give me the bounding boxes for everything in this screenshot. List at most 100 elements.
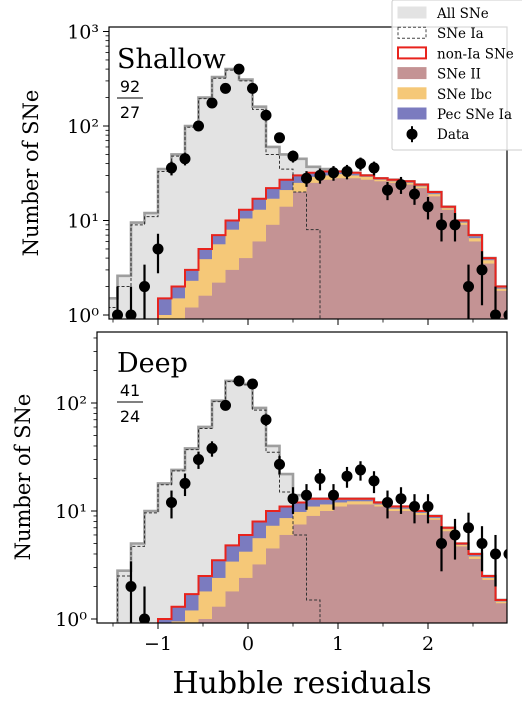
shallow-snii-bar bbox=[360, 179, 375, 319]
deep-data-point bbox=[355, 464, 366, 476]
deep-pec-snia-bar bbox=[158, 619, 172, 623]
shallow-snii-bar bbox=[401, 184, 415, 319]
deep-snia-outline bbox=[117, 381, 321, 623]
shallow-snii-bar bbox=[225, 269, 240, 319]
shallow-data-point bbox=[476, 264, 488, 276]
deep-axes-frame bbox=[96, 331, 508, 624]
deep-data-point bbox=[395, 493, 407, 505]
legend-all-sne-label: All SNe bbox=[436, 6, 489, 22]
shallow-snibc-bar bbox=[158, 315, 172, 319]
deep-y-tick-label: 10¹ bbox=[55, 501, 87, 523]
deep-data-point bbox=[368, 475, 380, 487]
shallow-data-point bbox=[490, 309, 501, 319]
x-axis-label: Hubble residuals bbox=[172, 666, 431, 701]
deep-data-point bbox=[463, 522, 474, 534]
shallow-data-point bbox=[220, 82, 231, 94]
deep-data-point bbox=[125, 580, 137, 592]
deep-data-point bbox=[436, 538, 447, 550]
shallow-data-point bbox=[112, 309, 123, 319]
shallow-data-point bbox=[287, 150, 299, 162]
deep-all-sne-bar bbox=[104, 624, 118, 643]
shallow-snii-bar bbox=[428, 196, 442, 319]
deep-data-point bbox=[179, 477, 191, 489]
deep-data-point bbox=[341, 470, 353, 482]
deep-data-point bbox=[139, 613, 150, 623]
deep-y-axis-label: Number of SNe bbox=[11, 394, 35, 561]
shallow-data-point bbox=[233, 63, 245, 75]
legend-non-ia-sne-swatch bbox=[397, 46, 427, 60]
shallow-data-point bbox=[395, 179, 407, 191]
shallow-data-point bbox=[125, 309, 137, 319]
legend-sne-ii-label: SNe II bbox=[437, 67, 481, 83]
deep-all-sne-bar bbox=[185, 448, 199, 623]
deep-snii-bar bbox=[441, 531, 456, 623]
deep-all-sne-bar bbox=[144, 511, 159, 623]
shallow-snii-bar bbox=[482, 263, 496, 319]
deep-snii-bar bbox=[468, 558, 483, 623]
shallow-data-point bbox=[422, 201, 434, 213]
shallow-plot-marks bbox=[109, 63, 507, 339]
deep-snii-bar bbox=[347, 504, 361, 623]
deep-data-point bbox=[287, 493, 299, 505]
shallow-snii-bar bbox=[158, 336, 172, 339]
shallow-data-point bbox=[463, 281, 474, 293]
shallow-data-point bbox=[152, 243, 164, 255]
deep-data-point bbox=[382, 496, 393, 508]
deep-all-sne-bar bbox=[158, 483, 172, 623]
shallow-snii-bar bbox=[414, 188, 429, 319]
shallow-fraction: 92 27 bbox=[117, 77, 143, 122]
shallow-all-sne-bar bbox=[158, 169, 172, 319]
deep-data-point bbox=[233, 375, 245, 387]
panel-shallow: 10⁰ 10¹ 10² 10³ Shallow 92 27 Number of SNe bbox=[19, 22, 508, 339]
shallow-y-tick-label: 10³ bbox=[67, 22, 99, 44]
shallow-pec-snia-bar bbox=[158, 298, 172, 319]
shallow-snii-bar bbox=[387, 182, 402, 319]
legend-sne-ia-label: SNe Ia bbox=[437, 26, 484, 42]
legend-pec-sne-ia-label: Pec SNe Ia bbox=[437, 107, 512, 123]
shallow-clipped-marks bbox=[109, 63, 507, 339]
shallow-axes-frame bbox=[108, 26, 508, 320]
shallow-all-sne-bar bbox=[109, 298, 118, 319]
deep-data-point bbox=[301, 489, 312, 501]
shallow-data-point bbox=[206, 97, 218, 109]
deep-snii-bar bbox=[225, 591, 240, 623]
shallow-data-point bbox=[328, 167, 339, 179]
legend-data-label: Data bbox=[437, 127, 469, 143]
shallow-data-point bbox=[247, 82, 258, 94]
shallow-data-point bbox=[382, 184, 393, 196]
shallow-data-point bbox=[368, 162, 380, 174]
deep-snii-bar bbox=[428, 519, 442, 623]
shallow-data-point bbox=[260, 109, 272, 121]
deep-y-tick-label: 10² bbox=[55, 393, 87, 415]
shallow-data-point bbox=[193, 120, 204, 132]
legend-sne-ibc-label: SNe Ibc bbox=[437, 87, 492, 103]
deep-snii-bar bbox=[320, 511, 334, 623]
legend-non-ia-sne-label: non-Ia SNe bbox=[437, 46, 514, 62]
deep-data-point bbox=[503, 548, 507, 560]
shallow-all-sne-bar bbox=[171, 154, 186, 319]
deep-snii-bar bbox=[252, 564, 267, 623]
shallow-snia-outline bbox=[109, 69, 321, 319]
deep-snii-bar bbox=[401, 511, 415, 623]
deep-all-sne-bar bbox=[198, 426, 213, 623]
deep-snii-bar bbox=[414, 514, 429, 623]
legend-sne-ia-swatch bbox=[397, 26, 427, 39]
shallow-data-point bbox=[274, 132, 285, 144]
shallow-panel-label: Shallow bbox=[117, 44, 226, 75]
shallow-y-tick-label: 10¹ bbox=[67, 211, 99, 233]
shallow-data-point bbox=[449, 219, 461, 231]
shallow-snii-bar bbox=[374, 181, 388, 319]
shallow-data-point bbox=[341, 166, 353, 178]
deep-data-point bbox=[490, 548, 501, 560]
shallow-y-tick-label: 10² bbox=[67, 116, 99, 138]
legend-all-sne-swatch bbox=[397, 6, 427, 19]
deep-snii-bar bbox=[185, 636, 199, 643]
deep-snii-bar bbox=[482, 579, 496, 623]
legend-sne-ibc-swatch bbox=[397, 87, 427, 100]
shallow-data-point bbox=[179, 153, 191, 165]
deep-snii-bar bbox=[360, 504, 375, 623]
deep-y-tick-label: 10⁰ bbox=[55, 609, 87, 631]
shallow-snii-bar bbox=[306, 182, 321, 319]
deep-data-point bbox=[166, 496, 177, 508]
deep-data-point bbox=[220, 399, 231, 411]
